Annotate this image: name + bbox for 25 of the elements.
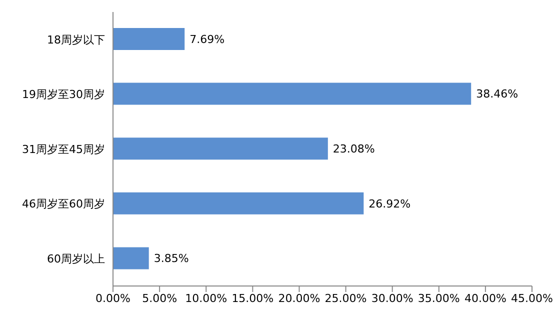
data-label: 26.92% xyxy=(368,197,411,210)
x-tick-label: 45.00% xyxy=(511,292,553,305)
y-tick-label: 60周岁以上 xyxy=(47,252,105,266)
y-tick-label: 19周岁至30周岁 xyxy=(22,88,105,102)
x-tick-label: 25.00% xyxy=(324,292,367,305)
x-tick-label: 30.00% xyxy=(371,292,414,305)
data-label: 3.85% xyxy=(154,252,189,266)
y-tick-label: 18周岁以下 xyxy=(47,33,105,46)
data-label: 38.46% xyxy=(476,88,518,101)
x-tick-label: 5.00% xyxy=(142,292,178,305)
x-tick-label: 40.00% xyxy=(464,292,506,305)
x-tick-label: 0.00% xyxy=(96,292,130,305)
bar xyxy=(113,82,472,105)
bar xyxy=(113,138,328,160)
bar xyxy=(113,28,185,50)
y-tick-label: 46周岁至60周岁 xyxy=(22,198,105,211)
bar xyxy=(113,247,149,270)
x-tick-label: 35.00% xyxy=(418,292,460,305)
x-tick-label: 20.00% xyxy=(278,292,320,305)
bar xyxy=(113,192,364,214)
y-tick-label: 31周岁至45周岁 xyxy=(22,142,105,156)
x-tick-label: 10.00% xyxy=(185,292,228,305)
x-tick-label: 15.00% xyxy=(232,292,274,305)
data-label: 23.08% xyxy=(332,142,375,156)
data-label: 7.69% xyxy=(190,32,225,46)
